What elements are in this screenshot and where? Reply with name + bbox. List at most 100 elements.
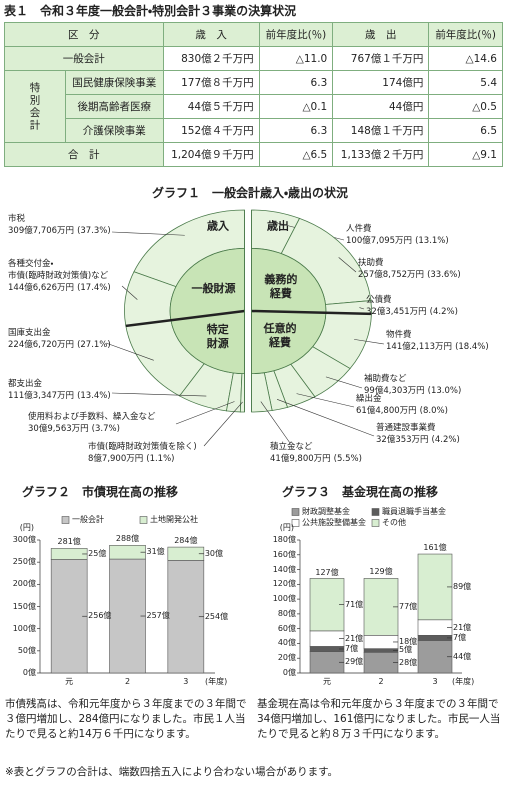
x-tick-label: 2 xyxy=(378,677,384,687)
legend-label: 公共施設整備基金 xyxy=(302,518,366,528)
leader-line xyxy=(325,376,363,389)
value-label: 30億 xyxy=(204,548,224,558)
y-tick-label: 160億 xyxy=(272,549,296,559)
y-tick-label: 100億 xyxy=(272,594,296,604)
chart-title: グラフ１ 一般会計歳入・歳出の状況 xyxy=(151,185,349,200)
legend-label: 職員退職手当基金 xyxy=(382,507,446,517)
y-tick-label: 150億 xyxy=(12,601,36,611)
leader-line xyxy=(175,401,235,425)
inner-wedge xyxy=(169,247,245,321)
row: 介護保険事業 152億４千万円 6.3 148億１千万円 6.5 xyxy=(5,118,503,143)
value-label: 18億 xyxy=(399,637,418,647)
cell: △6.5 xyxy=(258,142,334,167)
value-label: 256億 xyxy=(88,611,112,621)
row-label: 合 計 xyxy=(4,142,164,167)
cell: 6.3 xyxy=(258,118,334,143)
x-tick-label: 3 xyxy=(432,677,438,687)
y-tick-label: 0億 xyxy=(282,668,296,678)
slice-label: 物件費 141億2,113万円 (18.4%) xyxy=(386,329,489,353)
bar-segment xyxy=(417,635,453,641)
cell: △11.0 xyxy=(258,46,334,71)
slice-name: 都支出金 xyxy=(8,379,43,389)
inner-wedge xyxy=(170,310,245,375)
legend-label: 財政調整基金 xyxy=(302,507,350,517)
slice-label: 繰出金 61億4,800万円 (8.0%) xyxy=(356,393,448,417)
value-label: 77億 xyxy=(399,602,418,612)
slice-amount-row: 61億4,800万円 (8.0%) xyxy=(356,405,448,417)
cell: 830億２千万円 xyxy=(162,46,260,71)
slice-label: 各種交付金・ 市債(臨時財政対策債)など 144億6,626万円 (17.4%) xyxy=(8,258,111,294)
x-tick-label: 元 xyxy=(323,677,331,687)
total-row: 合 計 1,204億９千万円 △6.5 1,133億２千万円 △9.1 xyxy=(4,142,503,167)
axis-unit: (円) xyxy=(279,523,294,533)
slice-percent: (37.3%) xyxy=(77,226,111,236)
cell: 174億円 xyxy=(332,70,430,95)
leader-line xyxy=(338,257,357,273)
y-tick-label: 20億 xyxy=(277,653,296,663)
group-label: 任意的 経費 xyxy=(263,321,297,349)
bar-segment xyxy=(50,548,88,560)
slice-percent: (18.4%) xyxy=(455,342,489,352)
slice-label: 国庫支出金 224億6,720万円 (27.1%) xyxy=(8,327,111,351)
total-label: 129億 xyxy=(369,566,393,576)
y-tick-label: 0億 xyxy=(22,668,36,678)
x-axis-label: (年度) xyxy=(205,677,228,687)
slice-amount: 8億7,900万円 xyxy=(88,454,144,464)
slice-name: 市税 xyxy=(8,214,26,224)
total-label: 281億 xyxy=(57,537,81,547)
y-tick-label: 300億 xyxy=(12,535,36,545)
slice-amount-row: 100億7,095万円 (13.1%) xyxy=(346,235,449,247)
settlement-table: 区 分 歳 入 前年度比(％) 歳 出 前年度比(％) 一般会計 830億２千万… xyxy=(4,22,503,167)
y-tick-label: 120億 xyxy=(272,579,296,589)
y-tick-label: 200億 xyxy=(12,579,36,589)
value-label: 5億 xyxy=(399,645,413,655)
total-label: 161億 xyxy=(423,543,447,553)
slice-percent: (8.0%) xyxy=(419,406,448,416)
leader-line xyxy=(354,339,385,345)
legend-swatch xyxy=(371,519,380,527)
y-tick-label: 140億 xyxy=(272,564,296,574)
leader-line xyxy=(105,342,154,361)
caption: 基金現在高は令和元年度から３年度までの３年間で34億円増加し、161億円になりま… xyxy=(257,698,501,740)
leader-line xyxy=(359,307,365,310)
slice-label: 公債費 32億3,451万円 (4.2%) xyxy=(366,294,458,318)
group-label: 義務的 経費 xyxy=(264,272,298,300)
y-tick-label: 80億 xyxy=(277,609,296,619)
slice-amount: 41億9,800万円 xyxy=(270,454,331,464)
cell: △0.1 xyxy=(258,94,334,119)
group-label: 特定 財源 xyxy=(206,323,229,351)
value-label: 7億 xyxy=(345,644,359,654)
slice-name: 積立金など xyxy=(270,442,313,452)
legend-swatch xyxy=(61,516,70,524)
slice-percent: (13.1%) xyxy=(415,236,449,246)
leader-line xyxy=(260,401,291,444)
slice-name: 人件費 xyxy=(346,224,372,234)
leader-line xyxy=(111,392,207,397)
slice-name: 普通建設事業費 xyxy=(376,423,436,433)
value-label: 21億 xyxy=(453,622,472,632)
slice-amount: 30億9,563万円 xyxy=(28,424,89,434)
slice-amount-row: 141億2,113万円 (18.4%) xyxy=(386,341,489,353)
slice-amount-row: 30億9,563万円 (3.7%) xyxy=(28,423,156,435)
slice-percent: (4.2%) xyxy=(429,307,458,317)
bar-segment xyxy=(309,646,345,652)
cell: 6.5 xyxy=(428,118,503,143)
chart-title: グラフ２ 市債現在高の推移 xyxy=(22,484,179,499)
x-tick-label: 元 xyxy=(65,677,74,687)
slice-label: 市税 309億7,706万円 (37.3%) xyxy=(8,213,111,237)
slice-amount: 32億3,451万円 xyxy=(366,307,427,317)
cell: 1,204億９千万円 xyxy=(162,142,260,167)
slice-amount: 32億353万円 xyxy=(376,435,429,445)
side-label: 歳入 xyxy=(207,219,229,233)
bar-segment xyxy=(309,630,345,647)
slice-percent: (13.4%) xyxy=(77,391,111,401)
total-label: 284億 xyxy=(174,536,198,546)
value-label: 28億 xyxy=(399,657,418,667)
legend-label: その他 xyxy=(382,518,406,528)
inner-wedge xyxy=(251,247,327,314)
slice-amount: 257億8,752万円 xyxy=(358,270,425,280)
slice-label: 人件費 100億7,095万円 (13.1%) xyxy=(346,223,449,247)
value-label: 71億 xyxy=(345,599,364,609)
chart-title: グラフ３ 基金現在高の推移 xyxy=(282,484,439,499)
slice-amount-row: 32億353万円 (4.2%) xyxy=(376,434,460,446)
